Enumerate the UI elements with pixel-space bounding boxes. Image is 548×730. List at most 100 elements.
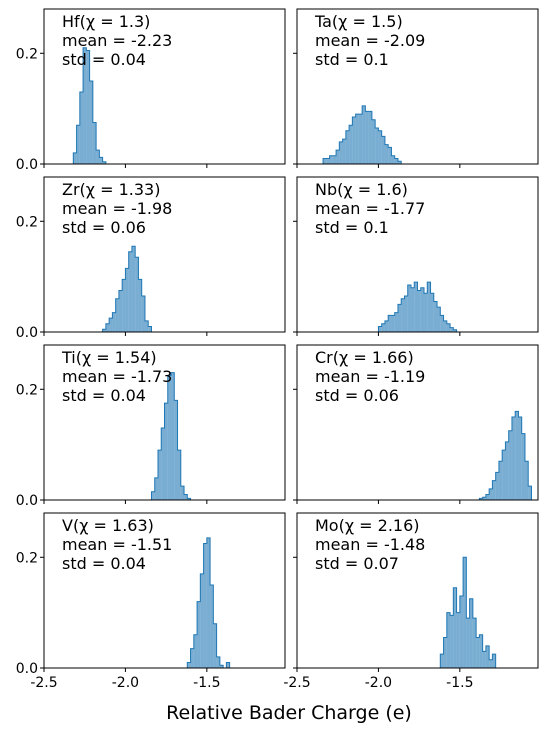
x-tick-label: -2.0 xyxy=(365,675,392,691)
mean-label: mean = -2.09 xyxy=(315,31,425,50)
histogram-bar xyxy=(193,634,198,668)
mean-label: mean = -1.48 xyxy=(315,535,425,554)
panel-frame xyxy=(43,344,286,501)
histogram-bar xyxy=(495,472,499,500)
histogram-bar xyxy=(161,428,165,500)
histogram-bar xyxy=(190,648,194,668)
histogram-bar xyxy=(381,323,385,332)
std-label: std = 0.04 xyxy=(62,554,146,573)
histogram-bar xyxy=(138,279,142,332)
mean-label: mean = -1.73 xyxy=(62,367,172,386)
std-label: std = 0.06 xyxy=(315,386,399,405)
std-label: std = 0.04 xyxy=(62,386,146,405)
histogram-bar xyxy=(414,282,418,332)
y-tick-label: 0.0 xyxy=(16,157,38,173)
histogram-bar xyxy=(502,450,506,500)
histogram-bar xyxy=(440,315,444,332)
histogram-bar xyxy=(171,372,175,500)
histogram-bar xyxy=(384,320,389,332)
histogram-bar xyxy=(489,488,493,500)
histogram-bar xyxy=(397,304,402,332)
histogram-bar xyxy=(476,637,480,668)
histogram-bar xyxy=(349,125,353,164)
histogram-bar xyxy=(518,416,522,500)
histogram-bar xyxy=(200,573,204,668)
std-label: std = 0.06 xyxy=(62,218,146,237)
histogram-outline xyxy=(439,556,497,668)
panel-frame xyxy=(43,176,286,333)
histogram-bar xyxy=(511,416,516,500)
mean-label: mean = -1.19 xyxy=(315,367,425,386)
histogram-bar xyxy=(528,486,532,500)
x-tick-label: -2.5 xyxy=(30,675,57,691)
histogram-bar xyxy=(505,441,509,500)
panel-frame xyxy=(43,8,286,165)
histogram-bar xyxy=(492,480,496,500)
histogram-bar xyxy=(345,130,350,164)
panel-title: Zr(χ = 1.33) xyxy=(62,180,160,199)
histogram-bar xyxy=(521,433,525,500)
x-tick-label: -1.5 xyxy=(446,675,473,691)
histogram-bar xyxy=(469,598,473,668)
histogram-bar xyxy=(417,290,421,332)
histogram-bar xyxy=(99,157,103,164)
histogram-bar xyxy=(388,147,392,164)
histogram-bar xyxy=(144,320,149,332)
histogram-bar xyxy=(226,662,230,668)
histogram-bar xyxy=(378,130,382,164)
y-tick-label: 0.2 xyxy=(16,382,38,398)
histogram-bar xyxy=(336,150,340,164)
histogram-bar xyxy=(148,326,152,332)
histogram-bar xyxy=(479,498,483,500)
histogram-bar xyxy=(437,307,441,332)
histogram-bar xyxy=(352,116,356,164)
panel-v: -2.5 -2.0 -1.5 0.0 0.2 V(χ = 1.63)mean = -1.5… xyxy=(16,512,286,691)
histogram-bar xyxy=(485,494,490,500)
histogram-outline xyxy=(72,47,107,164)
panel-frame xyxy=(296,8,539,165)
histogram-bar xyxy=(157,450,162,500)
std-label: std = 0.04 xyxy=(62,50,146,69)
mean-label: mean = -1.51 xyxy=(62,535,172,554)
histogram-bar xyxy=(401,298,405,332)
histogram-bar xyxy=(128,251,132,332)
histogram-bar xyxy=(96,150,100,164)
histogram-bar xyxy=(424,293,428,332)
histogram-bar xyxy=(112,312,116,332)
panel-title: V(χ = 1.63) xyxy=(62,516,154,535)
histogram-bar xyxy=(92,122,97,164)
histogram-bar xyxy=(73,152,77,164)
histogram-bar xyxy=(362,105,366,164)
histogram-bar xyxy=(446,612,451,668)
histogram-bar xyxy=(125,268,129,332)
histogram-bar xyxy=(210,584,214,668)
histogram-outline xyxy=(186,537,231,669)
histogram-bar xyxy=(404,296,408,332)
std-label: std = 0.07 xyxy=(315,554,399,573)
histogram-bar xyxy=(378,326,382,332)
histogram-bar xyxy=(515,411,519,500)
histogram-bar xyxy=(203,543,207,668)
histogram-bar xyxy=(174,400,178,500)
histogram-bar xyxy=(213,623,217,668)
panel-frame xyxy=(296,344,539,501)
histogram-bar xyxy=(472,618,477,668)
histogram-bar xyxy=(131,246,136,332)
panel-title: Hf(χ = 1.3) xyxy=(62,12,150,31)
histogram-bar xyxy=(83,47,87,164)
histogram-bar xyxy=(368,111,372,164)
std-label: std = 0.1 xyxy=(315,50,389,69)
histogram-bar xyxy=(407,284,411,332)
y-tick-label: 0.0 xyxy=(16,325,38,341)
histogram-bar xyxy=(358,114,363,164)
histogram-bar xyxy=(76,125,80,164)
histogram-bar xyxy=(151,491,155,500)
histogram-bar xyxy=(498,461,503,500)
histogram-bar xyxy=(197,601,201,668)
mean-label: mean = -1.98 xyxy=(62,199,172,218)
